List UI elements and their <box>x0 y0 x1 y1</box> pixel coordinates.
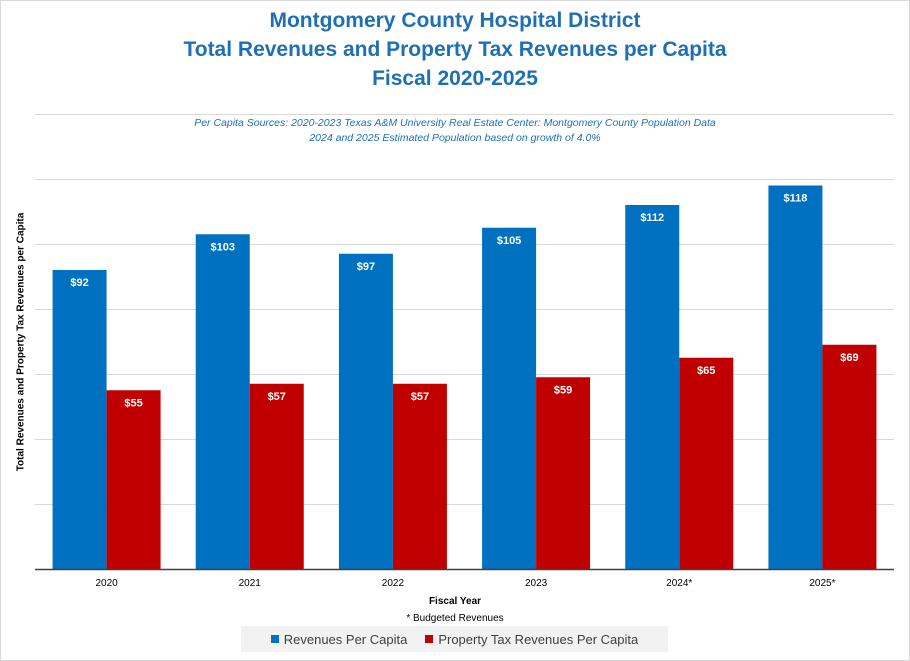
revenues-data-label: $118 <box>783 193 807 205</box>
revenues-bar <box>338 253 393 569</box>
legend-label-revenues: Revenues Per Capita <box>283 631 408 647</box>
chart-title-line-3: Fiscal 2020-2025 <box>372 67 538 90</box>
footnote: * Budgeted Revenues <box>406 613 504 624</box>
property-tax-bar <box>249 383 304 569</box>
source-note-line-1: Per Capita Sources: 2020-2023 Texas A&M … <box>194 117 716 129</box>
chart-title-line-1: Montgomery County Hospital District <box>269 9 641 32</box>
property-tax-data-label: $55 <box>124 397 142 409</box>
property-tax-bar <box>822 344 877 569</box>
x-tick-label: 2023 <box>525 578 548 589</box>
property-tax-data-label: $59 <box>554 384 572 396</box>
property-tax-bar <box>536 377 591 569</box>
legend-swatch-property-tax <box>425 635 434 643</box>
x-tick-label: 2022 <box>382 578 405 589</box>
property-tax-data-label: $57 <box>411 391 429 403</box>
x-tick-label: 2020 <box>95 578 118 589</box>
revenues-data-label: $97 <box>357 261 375 273</box>
property-tax-bar <box>392 383 447 569</box>
revenues-data-label: $105 <box>497 235 521 247</box>
legend-swatch-revenues <box>270 635 279 643</box>
revenues-data-label: $92 <box>70 277 88 289</box>
legend-item-property-tax: Property Tax Revenues Per Capita <box>425 632 638 647</box>
revenues-data-label: $112 <box>640 212 664 224</box>
legend-item-revenues: Revenues Per Capita <box>270 631 408 647</box>
property-tax-bar <box>106 390 161 569</box>
revenues-bar <box>195 234 250 569</box>
property-tax-bar <box>679 357 734 569</box>
x-axis-label: Fiscal Year <box>428 596 482 607</box>
x-tick-label: 2024* <box>666 578 692 589</box>
property-tax-data-label: $65 <box>697 365 715 377</box>
chart-title-line-2: Total Revenues and Property Tax Revenues… <box>183 38 727 61</box>
x-tick-label: 2021 <box>239 578 262 589</box>
revenues-bar <box>768 185 823 569</box>
revenues-data-label: $103 <box>211 241 235 253</box>
legend: Revenues Per Capita Property Tax Revenue… <box>241 626 668 652</box>
source-note-line-2: 2024 and 2025 Estimated Population based… <box>309 132 601 144</box>
property-tax-data-label: $57 <box>268 391 286 403</box>
legend-label-property-tax: Property Tax Revenues Per Capita <box>438 631 639 647</box>
x-tick-label: 2025* <box>809 578 835 589</box>
revenues-bar <box>625 205 680 569</box>
revenues-bar <box>52 270 107 569</box>
property-tax-data-label: $69 <box>840 352 858 364</box>
revenues-bar <box>482 227 537 569</box>
